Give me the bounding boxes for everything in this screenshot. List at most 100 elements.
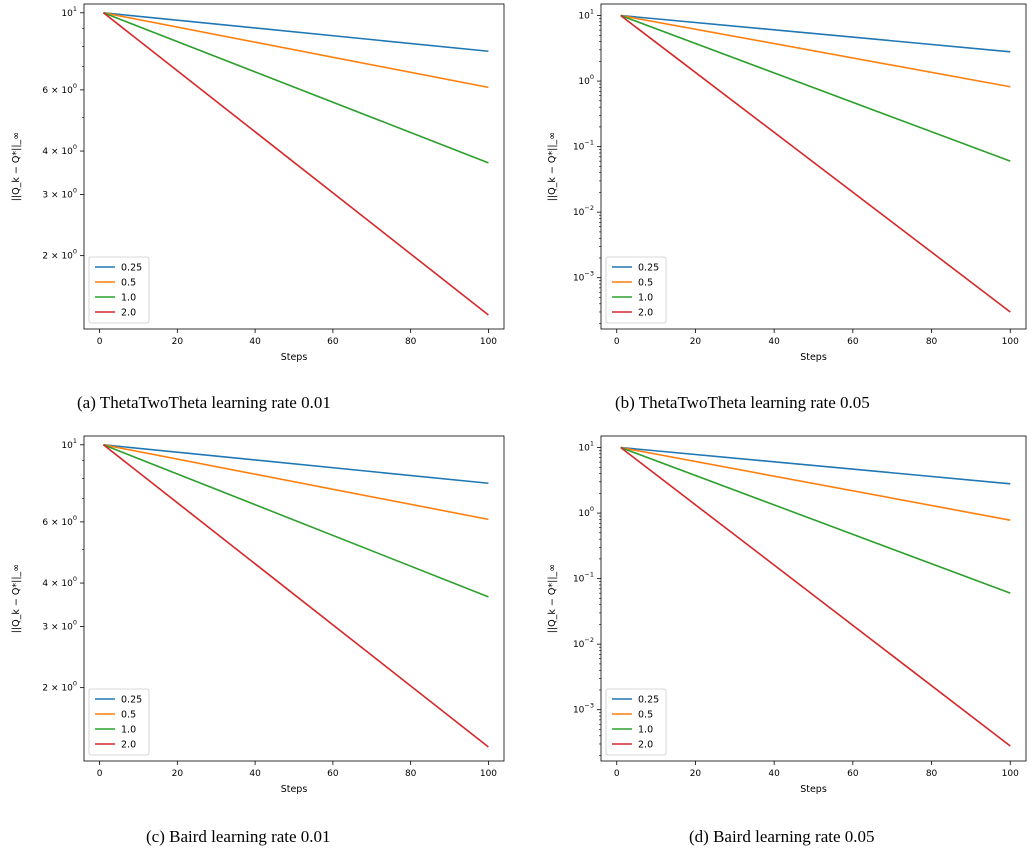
x-tick-label: 0 (614, 769, 620, 779)
x-tick-label: 0 (614, 337, 620, 347)
x-tick-label: 60 (327, 337, 339, 347)
legend-label: 0.25 (121, 695, 142, 706)
x-tick-label: 20 (690, 769, 702, 779)
legend-label: 2.0 (121, 740, 136, 751)
chart-panel-c: 0 20 40 60 80 100 101 6 × 100 4 × 100 3 × 100 2 × … (0, 432, 520, 812)
legend-label: 0.5 (121, 278, 136, 289)
series-line-2.0 (620, 14, 1011, 313)
y-tick-label: 3 × 100 (42, 618, 77, 632)
legend-box (605, 688, 667, 756)
y-tick-label: 100 (578, 505, 594, 519)
x-tick-label: 60 (847, 769, 859, 779)
series-line-0.5 (103, 444, 489, 521)
y-tick-label: 6 × 100 (42, 82, 77, 96)
legend-label: 0.5 (121, 710, 136, 721)
y-axis-label: ||Q_k − Q*||_∞ (547, 132, 558, 201)
y-tick-label: 10−2 (573, 204, 594, 218)
y-axis-label: ||Q_k − Q*||_∞ (11, 564, 22, 633)
y-tick-label: 10−1 (573, 139, 594, 153)
y-tick-label: 10−3 (573, 270, 594, 284)
x-tick-label: 60 (327, 769, 339, 779)
series-line-1.0 (103, 444, 489, 598)
x-tick-label: 80 (405, 769, 417, 779)
x-tick-label: 60 (847, 337, 859, 347)
x-tick-label: 0 (97, 337, 103, 347)
legend-label: 1.0 (638, 725, 653, 736)
legend-label: 2.0 (638, 740, 653, 751)
series-line-0.5 (103, 12, 489, 89)
series-line-2.0 (102, 12, 489, 316)
series-line-2.0 (620, 446, 1011, 747)
caption-c: (c) Baird learning rate 0.01 (146, 827, 331, 846)
legend-box (605, 256, 667, 324)
chart-d: 0 20 40 60 80 100 101 100 10−1 10−2 10−3 Steps ||Q_k… (547, 435, 1027, 795)
y-tick-label: 10−1 (573, 571, 594, 585)
caption-d: (d) Baird learning rate 0.05 (689, 827, 875, 846)
y-tick-label: 101 (61, 437, 77, 451)
series-line-1.0 (620, 446, 1011, 594)
series-line-0.25 (103, 11, 489, 53)
y-tick-label: 10−3 (573, 702, 594, 716)
legend-label: 0.25 (121, 263, 142, 274)
y-tick-label: 10−2 (573, 636, 594, 650)
series-line-0.25 (620, 14, 1011, 53)
legend-box (88, 688, 150, 756)
legend-box (88, 256, 150, 324)
y-tick-label: 101 (578, 8, 594, 22)
x-tick-label: 40 (249, 769, 261, 779)
x-tick-label: 100 (1002, 337, 1019, 347)
x-tick-label: 40 (768, 337, 780, 347)
x-tick-label: 80 (926, 337, 938, 347)
x-tick-label: 80 (405, 337, 417, 347)
x-tick-label: 100 (480, 337, 497, 347)
legend-label: 2.0 (121, 308, 136, 319)
x-tick-label: 100 (480, 769, 497, 779)
y-tick-label: 2 × 100 (42, 680, 77, 694)
x-tick-label: 40 (768, 769, 780, 779)
chart-panel-b: 0 20 40 60 80 100 101 100 10−1 10−2 10−3 Steps ||Q_k… (545, 0, 1034, 380)
y-tick-label: 2 × 100 (42, 248, 77, 262)
series-line-1.0 (620, 14, 1011, 162)
legend-label: 1.0 (121, 293, 136, 304)
plot-frame (83, 435, 505, 762)
x-tick-label: 20 (172, 337, 184, 347)
series-line-0.5 (620, 446, 1011, 521)
x-axis-label: Steps (800, 352, 827, 363)
x-axis-label: Steps (281, 784, 308, 795)
y-tick-label: 101 (61, 5, 77, 19)
x-tick-label: 80 (926, 769, 938, 779)
y-tick-label: 101 (578, 440, 594, 454)
y-tick-label: 6 × 100 (42, 514, 77, 528)
legend-label: 0.25 (638, 695, 659, 706)
chart-a: 0 20 40 60 80 100 101 6 × 100 4 × 100 3 × 100 2 × … (11, 3, 505, 363)
chart-c: 0 20 40 60 80 100 101 6 × 100 4 × 100 3 × 100 2 × … (11, 435, 505, 795)
series-line-2.0 (102, 444, 489, 748)
x-axis-label: Steps (281, 352, 308, 363)
legend-label: 1.0 (121, 725, 136, 736)
y-tick-label: 100 (578, 73, 594, 87)
x-tick-label: 100 (1002, 769, 1019, 779)
chart-panel-a: 0 20 40 60 80 100 101 6 × 100 4 × 100 3 × 100 2 × … (0, 0, 520, 380)
chart-panel-d: 0 20 40 60 80 100 101 100 10−1 10−2 10−3 Steps ||Q_k… (545, 432, 1034, 812)
series-line-0.25 (620, 446, 1011, 485)
y-axis-label: ||Q_k − Q*||_∞ (11, 132, 22, 201)
x-axis-label: Steps (800, 784, 827, 795)
series-line-1.0 (103, 12, 489, 164)
series-line-0.5 (620, 14, 1011, 88)
x-tick-label: 20 (172, 769, 184, 779)
chart-b: 0 20 40 60 80 100 101 100 10−1 10−2 10−3 Steps ||Q_k… (547, 3, 1027, 363)
legend-label: 2.0 (638, 308, 653, 319)
x-tick-label: 0 (97, 769, 103, 779)
legend-label: 0.5 (638, 278, 653, 289)
y-axis-label: ||Q_k − Q*||_∞ (547, 564, 558, 633)
caption-b: (b) ThetaTwoTheta learning rate 0.05 (615, 393, 870, 412)
x-tick-label: 40 (249, 337, 261, 347)
caption-a: (a) ThetaTwoTheta learning rate 0.01 (77, 393, 331, 412)
y-tick-label: 4 × 100 (42, 575, 77, 589)
legend-label: 0.25 (638, 263, 659, 274)
y-tick-label: 4 × 100 (42, 143, 77, 157)
legend-label: 0.5 (638, 710, 653, 721)
series-line-0.25 (103, 443, 489, 485)
y-tick-label: 3 × 100 (42, 186, 77, 200)
plot-frame (83, 3, 505, 330)
